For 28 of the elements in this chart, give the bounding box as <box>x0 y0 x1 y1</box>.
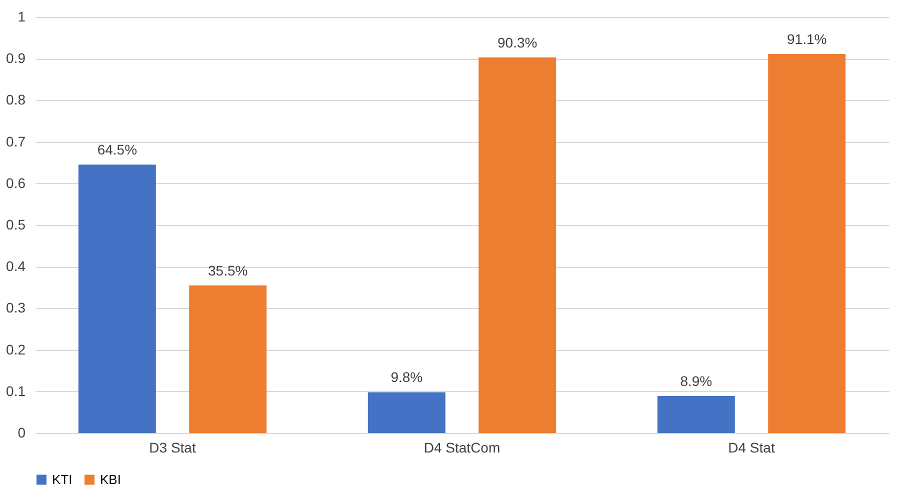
y-tick-label: 0.3 <box>6 300 26 316</box>
data-label: 64.5% <box>97 142 138 158</box>
bar <box>768 54 846 433</box>
y-tick-label: 0.6 <box>6 174 26 191</box>
legend-label: KTI <box>52 472 72 487</box>
y-tick-label: 0.9 <box>6 50 26 66</box>
x-tick-label: D4 StatCom <box>424 440 500 456</box>
y-tick-label: 0 <box>18 424 26 440</box>
bar <box>478 57 556 433</box>
x-tick-label: D3 Stat <box>149 440 196 456</box>
data-label: 91.1% <box>786 31 827 48</box>
data-label: 90.3% <box>497 34 538 50</box>
legend-label: KBI <box>100 472 121 487</box>
y-tick-label: 0.8 <box>6 92 26 108</box>
y-tick-label: 0.1 <box>6 382 26 399</box>
data-label: 8.9% <box>680 372 712 389</box>
y-tick-label: 0.4 <box>6 258 26 274</box>
bar <box>189 285 267 433</box>
bar <box>657 396 735 433</box>
bar <box>368 392 446 433</box>
x-tick-label: D4 Stat <box>728 440 775 456</box>
data-label: 9.8% <box>390 369 423 386</box>
y-tick-label: 0.2 <box>6 341 26 358</box>
data-label: 35.5% <box>208 262 248 278</box>
y-tick-label: 1 <box>18 8 26 24</box>
y-tick-label: 0.5 <box>6 216 26 232</box>
y-tick-label: 0.7 <box>6 133 26 150</box>
bar <box>78 164 156 433</box>
